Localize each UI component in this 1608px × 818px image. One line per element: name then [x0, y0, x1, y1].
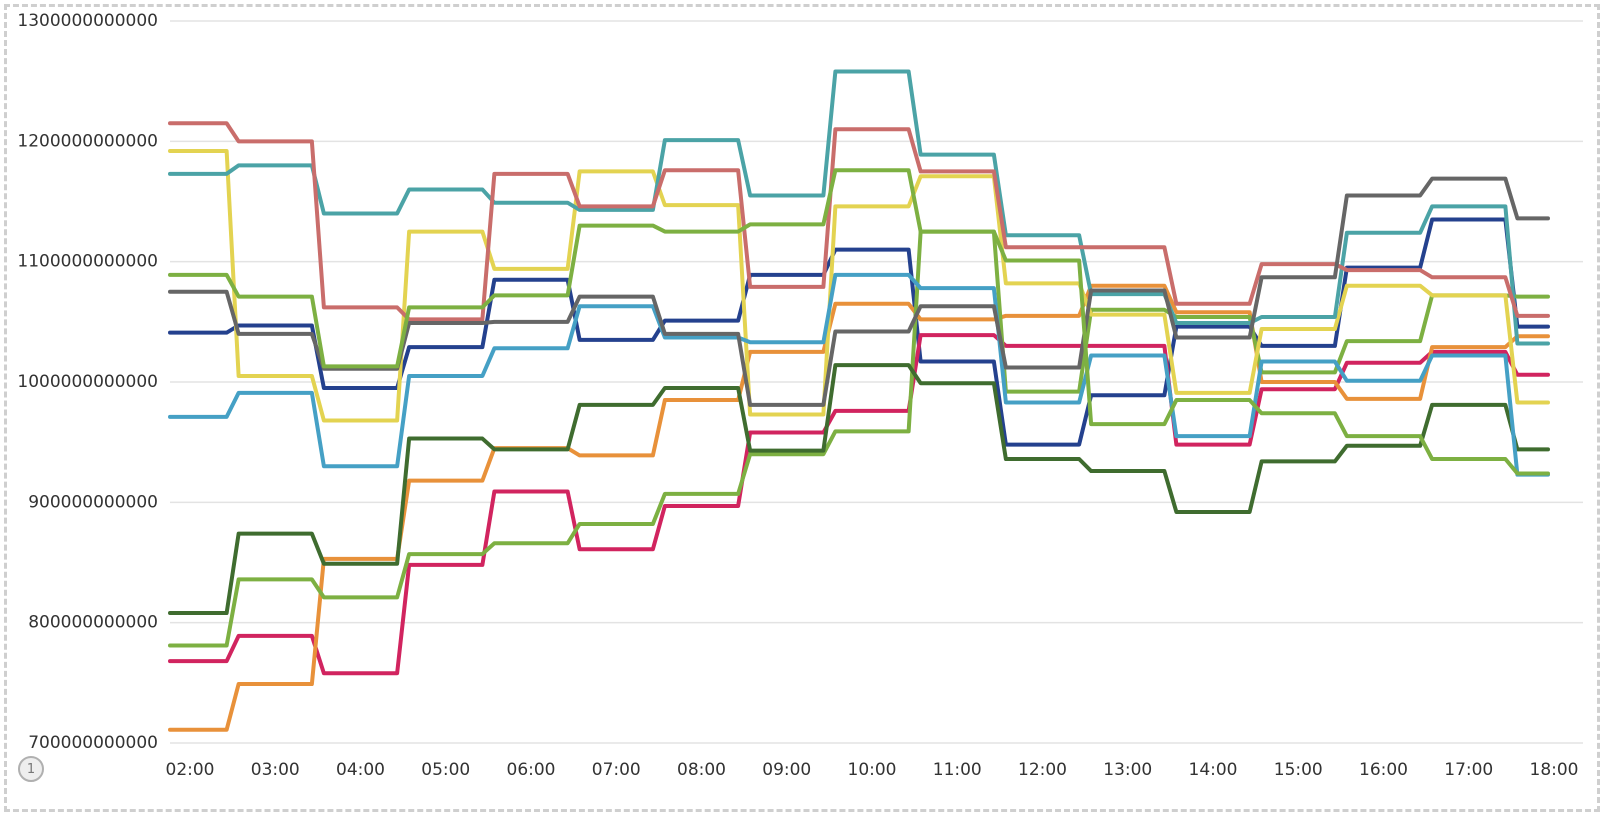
- x-tick-label: 11:00: [933, 760, 982, 780]
- series-lines: [168, 69, 1550, 732]
- x-tick-label: 18:00: [1530, 760, 1579, 780]
- series-line: [168, 148, 1550, 423]
- series-line: [168, 272, 1550, 477]
- x-tick-label: 08:00: [677, 760, 726, 780]
- x-tick-label: 09:00: [762, 760, 811, 780]
- x-tick-label: 14:00: [1189, 760, 1238, 780]
- x-tick-label: 15:00: [1274, 760, 1323, 780]
- y-tick-label: 800000000000: [28, 613, 158, 633]
- x-tick-label: 06:00: [507, 760, 556, 780]
- series-line: [168, 69, 1550, 346]
- y-tick-label: 1200000000000: [17, 131, 158, 151]
- series-line: [168, 333, 1550, 676]
- x-tick-label: 16:00: [1359, 760, 1408, 780]
- y-tick-label: 700000000000: [28, 733, 158, 753]
- y-tick-label: 1100000000000: [17, 252, 158, 272]
- chart-frame: [4, 4, 1600, 812]
- x-tick-label: 03:00: [251, 760, 300, 780]
- series-line: [168, 363, 1550, 616]
- series-line: [168, 168, 1550, 476]
- x-tick-label: 12:00: [1018, 760, 1067, 780]
- y-axis: 700000000000 800000000000 900000000000 1000…: [17, 11, 158, 753]
- series-line: [168, 229, 1550, 648]
- y-tick-label: 1300000000000: [17, 11, 158, 31]
- series-line: [168, 121, 1550, 322]
- x-tick-label: 10:00: [848, 760, 897, 780]
- x-tick-label: 17:00: [1444, 760, 1493, 780]
- x-tick-label: 07:00: [592, 760, 641, 780]
- x-tick-label: 02:00: [166, 760, 215, 780]
- y-tick-label: 1000000000000: [17, 372, 158, 392]
- x-axis: 02:00 03:00 04:00 05:00 06:00 07:00 08:00 09:00…: [166, 760, 1579, 780]
- x-tick-label: 04:00: [336, 760, 385, 780]
- page-badge-icon[interactable]: 1: [18, 756, 44, 782]
- x-tick-label: 13:00: [1103, 760, 1152, 780]
- y-tick-label: 900000000000: [28, 492, 158, 512]
- x-tick-label: 05:00: [421, 760, 470, 780]
